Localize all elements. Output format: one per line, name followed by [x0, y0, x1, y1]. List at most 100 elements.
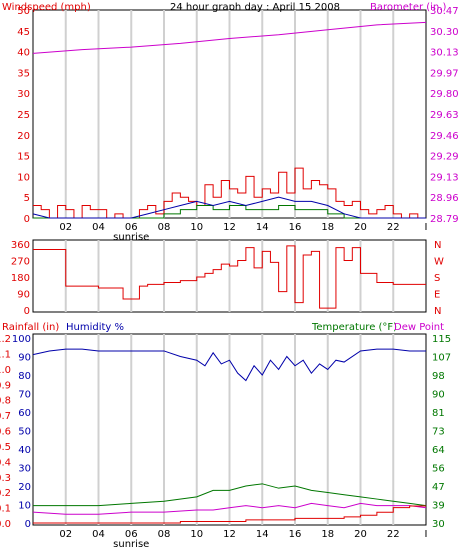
rain-y-tick: 0.1	[0, 504, 11, 515]
climate-x-tick: 12	[223, 529, 236, 540]
baro-y-tick: 29.13	[430, 172, 459, 183]
climate-x-tick: 22	[387, 529, 400, 540]
rain-y-tick: 0.3	[0, 473, 11, 484]
baro-y-tick: 29.46	[430, 131, 459, 142]
humidity-y-tick: 20	[18, 482, 31, 493]
wind-x-tick: 16	[289, 222, 302, 233]
humidity-y-tick: 80	[18, 371, 31, 382]
climate-x-tick: 06	[125, 529, 138, 540]
climate-sunrise-label: sunrise	[113, 539, 149, 550]
wind-x-tick: 06	[125, 222, 138, 233]
wind-x-tick: 04	[92, 222, 105, 233]
wind-y-tick: 50	[17, 6, 30, 17]
wind-x-tick: 12	[223, 222, 236, 233]
humidity-y-tick: 100	[12, 334, 31, 345]
temp-y-tick: 107	[432, 353, 451, 364]
rain-y-tick: 0.0	[0, 519, 11, 530]
dir-y-tick: 180	[11, 273, 30, 284]
humidity-label: Humidity %	[66, 322, 124, 333]
dir-y-tick: 90	[17, 290, 30, 301]
rain-y-tick: 0.4	[0, 457, 11, 468]
humidity-y-tick: 30	[18, 464, 31, 475]
humidity-y-tick: 10	[18, 501, 31, 512]
barometer-line	[32, 21, 427, 54]
climate-x-tick: 04	[92, 529, 105, 540]
wind-y-tick: 5	[24, 193, 30, 204]
dir-compass-tick: E	[434, 290, 440, 301]
rain-y-tick: 0.9	[0, 380, 11, 391]
baro-y-tick: 30.47	[430, 6, 459, 17]
rain-y-tick: 0.7	[0, 411, 11, 422]
climate-x-tick: 08	[158, 529, 171, 540]
temp-y-tick: 81	[432, 408, 445, 419]
wind-gust-line	[33, 167, 426, 219]
baro-y-tick: 28.96	[430, 193, 459, 204]
wind-x-tick: 10	[190, 222, 203, 233]
wind-x-tick: I	[425, 222, 428, 233]
rain-y-tick: 1.0	[0, 365, 11, 376]
temp-y-tick: 73	[432, 427, 445, 438]
wind-right-label: Barometer (in.)	[370, 2, 446, 13]
climate-x-tick: 02	[59, 529, 72, 540]
climate-x-tick: 18	[321, 529, 334, 540]
dir-compass-tick: N	[434, 306, 441, 317]
wind-x-tick: 18	[321, 222, 334, 233]
rain-y-tick: 0.2	[0, 488, 11, 499]
humidity-y-tick: 0	[25, 519, 31, 530]
wind-y-tick: 40	[17, 48, 30, 59]
rain-y-tick: 0.8	[0, 396, 11, 407]
baro-y-tick: 29.63	[430, 110, 459, 121]
wind-x-tick: 08	[158, 222, 171, 233]
chart-title: 24 hour graph day : April 15 2008	[170, 2, 340, 13]
wind-left-label: Windspeed (mph)	[2, 2, 91, 13]
wind-y-tick: 35	[17, 68, 30, 79]
humidity-line	[32, 348, 426, 382]
climate-x-tick: 16	[289, 529, 302, 540]
rainfall-line	[33, 505, 426, 524]
temp-y-tick: 30	[432, 519, 445, 530]
dewpoint-label: Dew Point	[394, 322, 444, 333]
temp-y-tick: 115	[432, 334, 451, 345]
wind-y-tick: 10	[17, 172, 30, 183]
wind-sunrise-label: sunrise	[113, 232, 149, 243]
rain-y-tick: 0.5	[0, 442, 11, 453]
rain-y-tick: 1.1	[0, 349, 11, 360]
wind-speed-line	[32, 196, 426, 219]
wind-x-tick: 02	[59, 222, 72, 233]
wind-y-tick: 20	[17, 131, 30, 142]
temp-y-tick: 56	[432, 464, 445, 475]
climate-x-tick: 10	[190, 529, 203, 540]
wind-y-tick: 30	[17, 89, 30, 100]
wind-y-tick: 0	[24, 214, 30, 225]
wind-y-tick: 45	[17, 27, 30, 38]
temp-y-tick: 39	[432, 501, 445, 512]
baro-y-tick: 29.80	[430, 89, 459, 100]
baro-y-tick: 30.13	[430, 48, 459, 59]
humidity-y-tick: 90	[18, 353, 31, 364]
direction-line	[33, 245, 426, 309]
wind-y-tick: 25	[17, 110, 30, 121]
humidity-y-tick: 60	[18, 408, 31, 419]
baro-y-tick: 29.97	[430, 68, 459, 79]
humidity-y-tick: 70	[18, 390, 31, 401]
rain-left-label: Rainfall (in)	[2, 322, 59, 333]
baro-y-tick: 28.79	[430, 214, 459, 225]
temperature-line	[33, 483, 427, 507]
baro-y-tick: 29.29	[430, 152, 459, 163]
humidity-y-tick: 40	[18, 445, 31, 456]
climate-x-tick: 20	[354, 529, 367, 540]
dir-y-tick: 0	[24, 306, 30, 317]
humidity-y-tick: 50	[18, 427, 31, 438]
climate-x-tick: I	[425, 529, 428, 540]
wind-x-tick: 14	[256, 222, 269, 233]
rain-y-tick: 1.2	[0, 334, 11, 345]
temp-y-tick: 64	[432, 445, 445, 456]
climate-x-tick: 14	[256, 529, 269, 540]
temp-y-tick: 47	[432, 482, 445, 493]
rain-y-tick: 0.6	[0, 427, 11, 438]
wind-y-tick: 15	[17, 152, 30, 163]
baro-y-tick: 30.30	[430, 27, 459, 38]
dir-y-tick: 270	[11, 257, 30, 268]
